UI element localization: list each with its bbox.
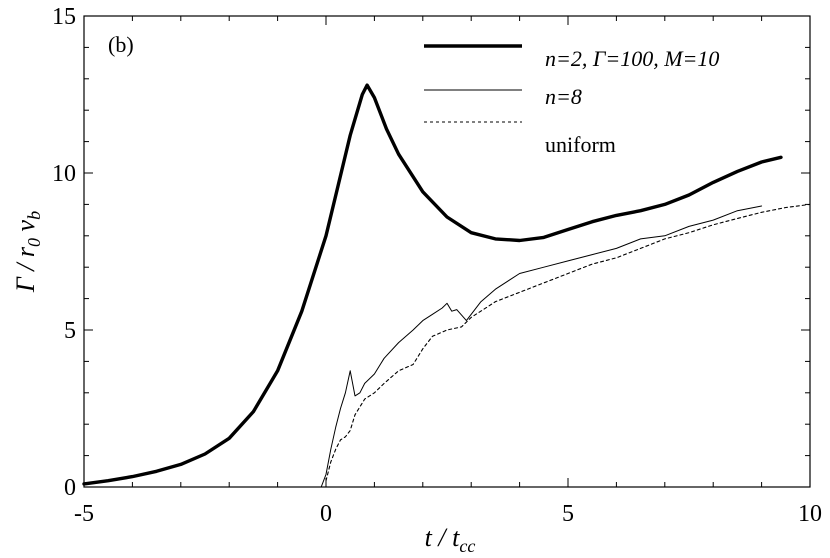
- y-tick-labels: 0 5 10 15: [52, 4, 76, 501]
- x-tick-label: 5: [562, 501, 574, 527]
- y-axis-title-gamma: Γ / r: [11, 246, 40, 293]
- legend-label: uniform: [545, 132, 616, 157]
- legend-label: n=8: [545, 84, 582, 109]
- plot-frame: [83, 15, 811, 488]
- series-line-dotted: [325, 203, 811, 482]
- y-axis-title-sub-r: 0: [24, 238, 44, 247]
- y-axis-title-sub-b: b: [24, 211, 44, 220]
- panel-label: (b): [108, 32, 134, 57]
- x-axis-title-subscript: cc: [459, 536, 475, 556]
- y-tick-label: 15: [52, 4, 76, 30]
- x-axis-title: t / tcc: [425, 523, 476, 556]
- series-line-thin: [320, 205, 763, 488]
- y-tick-label: 10: [52, 161, 76, 187]
- legend: n=2, Γ=100, M=10 n=8 uniform: [424, 44, 719, 157]
- y-tick-label: 0: [64, 475, 76, 501]
- y-axis-title: Γ / r0 vb: [11, 211, 44, 293]
- x-axis-title-main: t / t: [425, 523, 460, 552]
- legend-label: n=2, Γ=100, M=10: [545, 46, 719, 71]
- series-line-thick: [82, 83, 783, 486]
- plot-marks: [82, 83, 811, 488]
- x-tick-labels: -5 0 5 10: [74, 501, 822, 527]
- y-axis-title-v: v: [11, 219, 40, 238]
- x-tick-label: 10: [798, 501, 822, 527]
- x-tick-label: -5: [74, 501, 94, 527]
- axis-ticks: [83, 15, 811, 488]
- x-tick-label: 0: [320, 501, 332, 527]
- y-tick-label: 5: [64, 318, 76, 344]
